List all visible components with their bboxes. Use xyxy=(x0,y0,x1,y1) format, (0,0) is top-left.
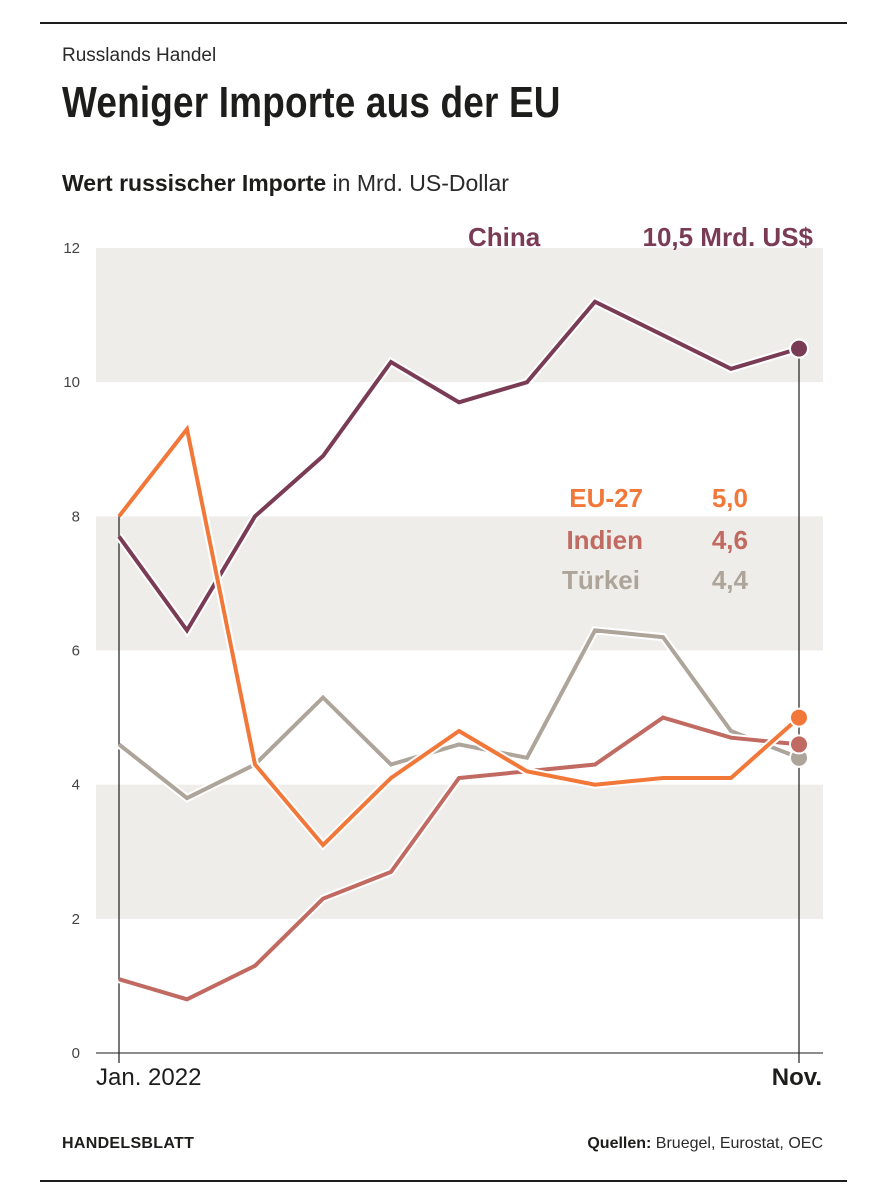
kicker: Russlands Handel xyxy=(62,45,217,66)
sources-list: Bruegel, Eurostat, OEC xyxy=(651,1135,823,1152)
x-label-start: Jan. 2022 xyxy=(96,1064,201,1091)
chart-subtitle: Wert russischer Importe in Mrd. US-Dolla… xyxy=(62,170,509,197)
series-halo-tuerkei xyxy=(116,626,801,803)
legend-name-indien: Indien xyxy=(566,525,643,555)
band-12-10 xyxy=(96,248,823,383)
legend-name-eu27: EU-27 xyxy=(569,483,643,513)
end-dot-china xyxy=(789,338,809,359)
series-line-eu27 xyxy=(117,424,801,848)
series-line-indien xyxy=(118,715,800,1002)
series-line-tuerkei xyxy=(117,628,800,801)
legend-value-eu27: 5,0 xyxy=(712,483,748,513)
y-tick-10: 10 xyxy=(63,374,80,391)
y-tick-8: 8 xyxy=(72,508,80,525)
legend-name-tuerkei: Türkei xyxy=(562,565,640,595)
end-dot-eu27 xyxy=(789,707,809,728)
end-dot-indien xyxy=(789,734,809,755)
bottom-rule xyxy=(40,1180,847,1182)
y-tick-4: 4 xyxy=(72,777,80,794)
subtitle-bold: Wert russischer Importe xyxy=(62,170,327,196)
sources-label: Quellen: xyxy=(587,1135,652,1152)
y-tick-12: 12 xyxy=(63,240,80,257)
legend-value-china: 10,5 Mrd. US$ xyxy=(642,222,813,252)
legend-value-tuerkei: 4,4 xyxy=(712,565,749,595)
y-tick-2: 2 xyxy=(72,911,80,928)
top-rule xyxy=(40,22,847,24)
sources: Quellen: Bruegel, Eurostat, OEC xyxy=(587,1135,823,1153)
headline: Weniger Importe aus der EU xyxy=(62,78,561,127)
y-tick-0: 0 xyxy=(72,1045,80,1062)
series-line-china xyxy=(117,299,800,635)
brand-logo: HANDELSBLATT xyxy=(62,1135,195,1152)
x-label-end: Nov. xyxy=(772,1064,822,1091)
subtitle-unit: in Mrd. US-Dollar xyxy=(326,170,509,196)
band-4-2 xyxy=(96,784,823,919)
legend-name-china: China xyxy=(468,222,541,252)
y-tick-6: 6 xyxy=(72,643,80,660)
line-chart: 0 2 4 6 8 10 12 Jan. 2022 Nov. Türkei 4,4 Indien 4,6… xyxy=(63,222,823,1091)
legend-value-indien: 4,6 xyxy=(712,525,748,555)
